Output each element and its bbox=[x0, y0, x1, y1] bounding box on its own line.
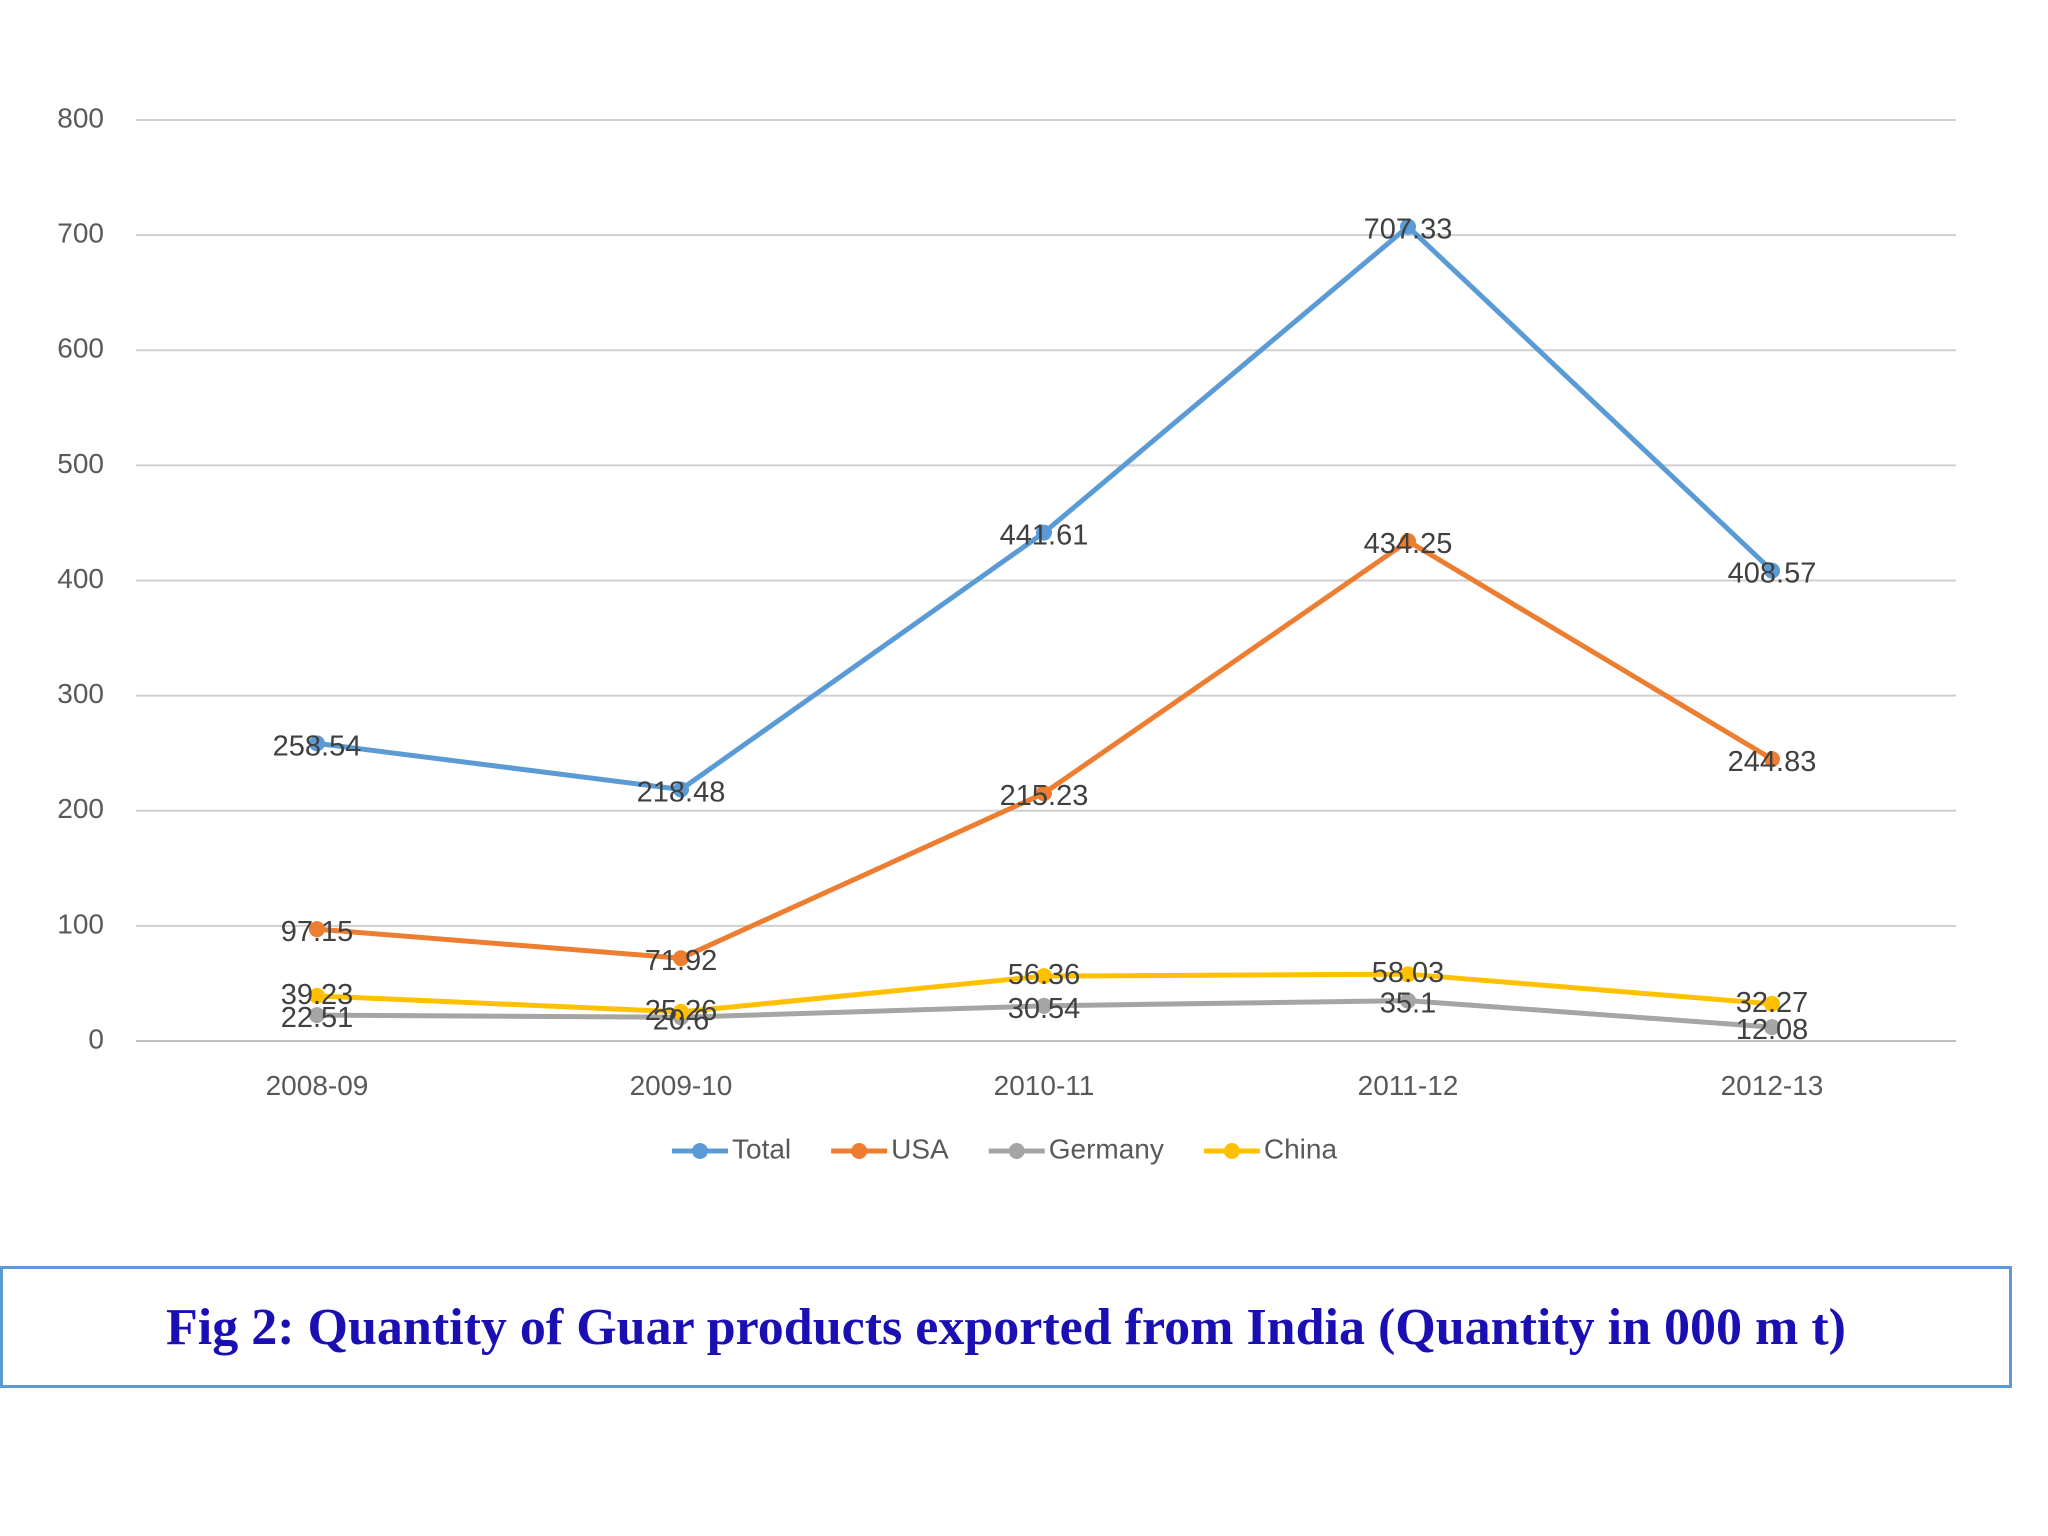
data-label: 22.51 bbox=[281, 1002, 354, 1034]
data-label: 707.33 bbox=[1364, 214, 1453, 246]
data-label: 20.6 bbox=[653, 1004, 709, 1036]
data-label: 32.27 bbox=[1736, 987, 1809, 1019]
legend-swatch-marker bbox=[1223, 1143, 1240, 1159]
data-label: 25.26 bbox=[645, 995, 718, 1027]
legend-label: China bbox=[1264, 1133, 1338, 1164]
data-point bbox=[673, 1003, 689, 1020]
data-labels: 258.54 218.48 441.61 707.33 408.57 97.15 71.92… bbox=[273, 214, 1817, 1046]
legend-swatch-marker bbox=[1008, 1143, 1025, 1159]
x-tick-label: 2011-12 bbox=[1358, 1070, 1459, 1101]
data-label: 97.15 bbox=[281, 916, 354, 948]
data-point bbox=[673, 781, 689, 798]
data-label: 218.48 bbox=[637, 776, 726, 808]
data-point bbox=[1036, 997, 1052, 1014]
y-tick-label: 200 bbox=[57, 793, 104, 824]
series-usa bbox=[309, 533, 1780, 967]
data-label: 258.54 bbox=[273, 730, 362, 762]
data-label: 58.03 bbox=[1372, 957, 1445, 989]
x-tick-label: 2010-11 bbox=[994, 1070, 1095, 1101]
data-point bbox=[1764, 995, 1780, 1012]
data-label: 441.61 bbox=[1000, 520, 1089, 552]
data-point bbox=[1036, 968, 1052, 985]
legend-item-china: China bbox=[1203, 1133, 1338, 1164]
data-point bbox=[309, 987, 325, 1004]
legend-item-germany: Germany bbox=[988, 1133, 1164, 1164]
y-tick-label: 600 bbox=[57, 333, 104, 364]
legend-item-total: Total bbox=[672, 1133, 791, 1164]
data-point bbox=[309, 1007, 325, 1024]
series-line bbox=[314, 538, 1775, 961]
x-tick-label: 2008-09 bbox=[266, 1070, 369, 1101]
data-point bbox=[1764, 562, 1780, 579]
data-point bbox=[309, 735, 325, 752]
gridlines bbox=[136, 119, 1956, 1042]
legend: Total USA Germany China bbox=[672, 1133, 1337, 1164]
data-point bbox=[1764, 1019, 1780, 1036]
data-point bbox=[1764, 751, 1780, 768]
data-label: 244.83 bbox=[1728, 746, 1817, 778]
y-tick-label: 100 bbox=[57, 908, 104, 939]
y-tick-label: 400 bbox=[57, 563, 104, 594]
legend-label: USA bbox=[891, 1133, 949, 1164]
legend-label: Total bbox=[732, 1133, 791, 1164]
data-label: 408.57 bbox=[1728, 558, 1817, 590]
legend-label: Germany bbox=[1049, 1133, 1164, 1164]
series-line bbox=[314, 224, 1775, 792]
data-point bbox=[309, 921, 325, 938]
data-point bbox=[1400, 533, 1416, 550]
legend-swatch-marker bbox=[692, 1143, 708, 1159]
data-label: 215.23 bbox=[1000, 780, 1089, 812]
data-label: 434.25 bbox=[1364, 528, 1453, 560]
y-tick-label: 0 bbox=[88, 1023, 104, 1054]
x-axis-ticks: 2008-09 2009-10 2010-11 2011-12 2012-13 bbox=[266, 1070, 1824, 1101]
data-point bbox=[673, 950, 689, 967]
data-label: 71.92 bbox=[645, 945, 718, 977]
y-tick-label: 700 bbox=[57, 218, 104, 249]
legend-swatch-marker bbox=[851, 1143, 868, 1159]
y-tick-label: 800 bbox=[57, 102, 104, 133]
y-tick-label: 500 bbox=[57, 448, 104, 479]
y-axis-ticks: 0 100 200 300 400 500 600 700 800 bbox=[57, 102, 104, 1054]
data-point bbox=[1400, 218, 1416, 235]
series-china bbox=[309, 966, 1780, 1020]
data-label: 30.54 bbox=[1008, 993, 1081, 1025]
data-point bbox=[1036, 524, 1052, 541]
data-label: 12.08 bbox=[1736, 1014, 1809, 1046]
figure-caption-box: Fig 2: Quantity of Guar products exporte… bbox=[0, 1266, 2012, 1388]
x-tick-label: 2012-13 bbox=[1721, 1070, 1824, 1101]
figure-caption: Fig 2: Quantity of Guar products exporte… bbox=[166, 1298, 1846, 1356]
data-point bbox=[1036, 785, 1052, 802]
data-label: 39.23 bbox=[281, 979, 354, 1011]
legend-item-usa: USA bbox=[831, 1133, 949, 1164]
series-total bbox=[309, 218, 1780, 798]
data-label: 56.36 bbox=[1008, 959, 1081, 991]
y-tick-label: 300 bbox=[57, 678, 104, 709]
x-tick-label: 2009-10 bbox=[630, 1070, 733, 1101]
data-point bbox=[1400, 992, 1416, 1009]
series-lines bbox=[309, 218, 1780, 1036]
data-point bbox=[1400, 966, 1416, 983]
data-label: 35.1 bbox=[1380, 988, 1436, 1020]
